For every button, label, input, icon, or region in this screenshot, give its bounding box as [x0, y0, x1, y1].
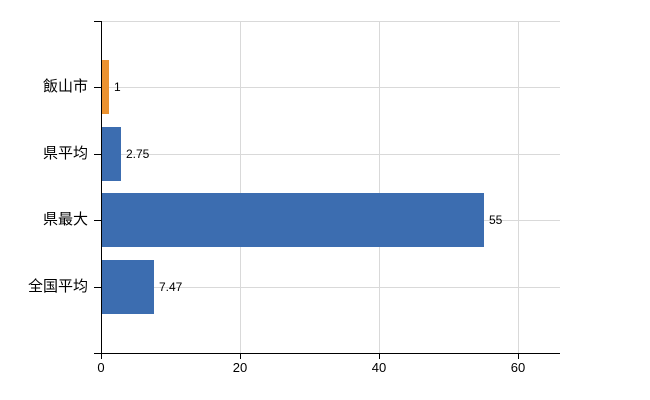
x-axis-tick	[240, 353, 241, 359]
bar-value-label: 55	[489, 213, 503, 227]
x-tick-label: 0	[97, 360, 105, 375]
category-label: 全国平均	[27, 278, 88, 295]
x-tick-label: 20	[232, 360, 248, 375]
bar[interactable]	[102, 127, 121, 181]
vertical-gridline	[379, 21, 380, 353]
y-axis-line	[101, 21, 102, 359]
bar[interactable]	[102, 260, 154, 314]
x-axis-tick	[379, 353, 380, 359]
vertical-gridline	[518, 21, 519, 353]
category-label: 飯山市	[42, 78, 88, 95]
horizontal-gridline	[101, 154, 560, 155]
vertical-gridline	[240, 21, 241, 353]
bar-value-label: 2.75	[126, 147, 150, 161]
horizontal-gridline	[101, 87, 560, 88]
category-label: 県平均	[42, 145, 88, 162]
x-axis-tick	[518, 353, 519, 359]
x-tick-label: 40	[371, 360, 387, 375]
bar-value-label: 7.47	[159, 280, 183, 294]
y-axis-tick	[94, 21, 101, 22]
category-label: 県最大	[42, 211, 88, 228]
bar[interactable]	[102, 193, 484, 247]
horizontal-gridline	[101, 287, 560, 288]
y-axis-tick	[94, 154, 101, 155]
y-axis-tick	[94, 287, 101, 288]
y-axis-tick	[94, 220, 101, 221]
bar[interactable]	[102, 60, 109, 114]
plot-top-border	[101, 21, 560, 22]
x-axis-line	[95, 353, 560, 354]
bar-value-label: 1	[114, 80, 121, 94]
y-axis-tick	[94, 87, 101, 88]
x-tick-label: 60	[510, 360, 526, 375]
